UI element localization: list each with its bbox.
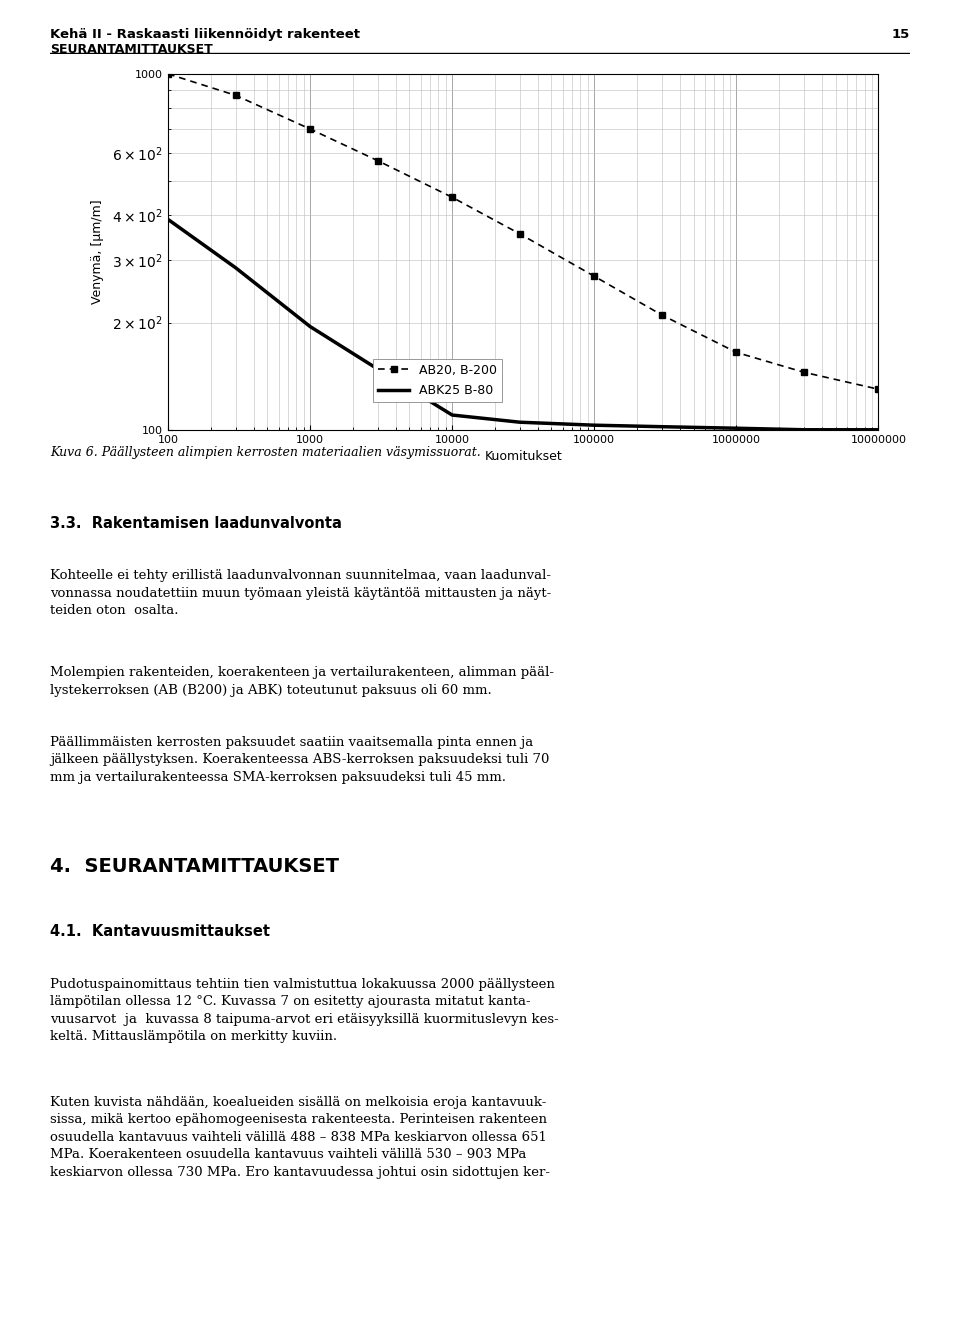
Text: Molempien rakenteiden, koerakenteen ja vertailurakenteen, alimman pääl-
lysteker: Molempien rakenteiden, koerakenteen ja v… [50, 666, 554, 697]
Text: Pudotuspainomittaus tehtiin tien valmistuttua lokakuussa 2000 päällysteen
lämpöt: Pudotuspainomittaus tehtiin tien valmist… [50, 978, 559, 1044]
Legend: AB20, B-200, ABK25 B-80: AB20, B-200, ABK25 B-80 [373, 359, 502, 402]
Text: Kuva 6. Päällysteen alimpien kerrosten materiaalien väsymissuorat.: Kuva 6. Päällysteen alimpien kerrosten m… [50, 446, 481, 459]
Text: 3.3.  Rakentamisen laadunvalvonta: 3.3. Rakentamisen laadunvalvonta [50, 516, 342, 530]
Y-axis label: Venymä, [μm/m]: Venymä, [μm/m] [91, 200, 104, 304]
X-axis label: Kuomitukset: Kuomitukset [485, 450, 562, 463]
Text: 4.1.  Kantavuusmittaukset: 4.1. Kantavuusmittaukset [50, 924, 270, 939]
Text: 15: 15 [892, 28, 910, 42]
Text: Kehä II - Raskaasti liikennöidyt rakenteet: Kehä II - Raskaasti liikennöidyt rakente… [50, 28, 360, 42]
Text: Kohteelle ei tehty erillistä laadunvalvonnan suunnitelmaa, vaan laadunval-
vonna: Kohteelle ei tehty erillistä laadunvalvo… [50, 569, 551, 618]
Text: Kuten kuvista nähdään, koealueiden sisällä on melkoisia eroja kantavuuk-
sissa, : Kuten kuvista nähdään, koealueiden sisäl… [50, 1096, 550, 1179]
Text: 4.  SEURANTAMITTAUKSET: 4. SEURANTAMITTAUKSET [50, 857, 339, 876]
Text: SEURANTAMITTAUKSET: SEURANTAMITTAUKSET [50, 43, 213, 56]
Text: Päällimmäisten kerrosten paksuudet saatiin vaaitsemalla pinta ennen ja
jälkeen p: Päällimmäisten kerrosten paksuudet saati… [50, 736, 549, 784]
